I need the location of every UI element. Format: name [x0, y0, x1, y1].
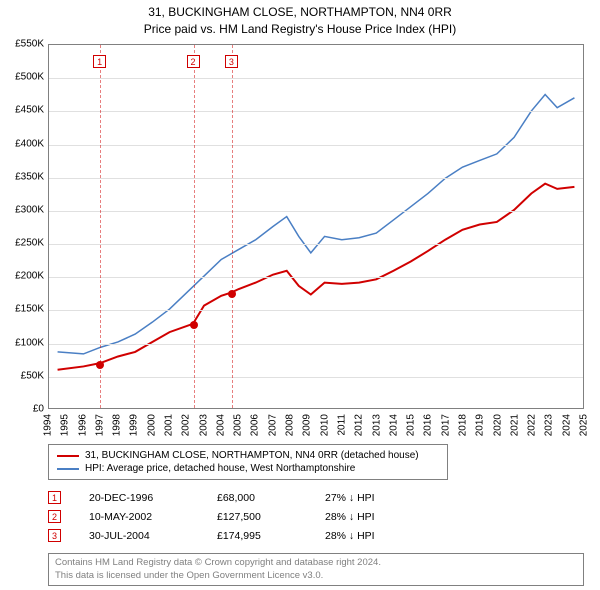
x-tick-label: 2019 [475, 414, 486, 436]
x-tick-label: 1994 [43, 414, 54, 436]
y-tick-label: £300K [15, 204, 44, 215]
y-tick-label: £150K [15, 304, 44, 315]
x-tick-label: 2012 [354, 414, 365, 436]
x-tick-label: 2014 [388, 414, 399, 436]
x-tick-label: 1995 [60, 414, 71, 436]
y-tick-label: £350K [15, 171, 44, 182]
sales-pct: 28% ↓ HPI [325, 511, 415, 523]
sales-date: 20-DEC-1996 [89, 492, 189, 504]
sales-date: 30-JUL-2004 [89, 530, 189, 542]
y-axis: £0£50K£100K£150K£200K£250K£300K£350K£400… [0, 44, 46, 409]
event-marker: 3 [48, 529, 61, 542]
x-tick-label: 2015 [406, 414, 417, 436]
x-tick-label: 2022 [527, 414, 538, 436]
x-tick-label: 2021 [509, 414, 520, 436]
x-tick-label: 2000 [146, 414, 157, 436]
gridline [49, 178, 583, 179]
y-tick-label: £200K [15, 271, 44, 282]
gridline [49, 111, 583, 112]
x-tick-label: 2024 [561, 414, 572, 436]
y-tick-label: £250K [15, 238, 44, 249]
footer-line1: Contains HM Land Registry data © Crown c… [55, 557, 577, 569]
gridline [49, 211, 583, 212]
legend-swatch [57, 468, 79, 470]
event-marker: 2 [48, 510, 61, 523]
legend-label: HPI: Average price, detached house, West… [85, 463, 355, 474]
x-tick-label: 2003 [198, 414, 209, 436]
x-tick-label: 1998 [112, 414, 123, 436]
y-tick-label: £50K [21, 370, 44, 381]
title-line2: Price paid vs. HM Land Registry's House … [0, 21, 600, 38]
event-line [232, 45, 233, 408]
x-tick-label: 2005 [233, 414, 244, 436]
x-tick-label: 1997 [94, 414, 105, 436]
x-tick-label: 2025 [579, 414, 590, 436]
x-tick-label: 2017 [440, 414, 451, 436]
x-tick-label: 2016 [423, 414, 434, 436]
x-tick-label: 2008 [285, 414, 296, 436]
y-tick-label: £450K [15, 105, 44, 116]
event-line [100, 45, 101, 408]
event-marker: 3 [225, 55, 238, 68]
gridline [49, 244, 583, 245]
plot-area: 1 2 3 [48, 44, 584, 409]
sales-pct: 27% ↓ HPI [325, 492, 415, 504]
x-tick-label: 2002 [181, 414, 192, 436]
legend-row: HPI: Average price, detached house, West… [57, 462, 439, 475]
sales-date: 10-MAY-2002 [89, 511, 189, 523]
title-line1: 31, BUCKINGHAM CLOSE, NORTHAMPTON, NN4 0… [0, 4, 600, 21]
legend: 31, BUCKINGHAM CLOSE, NORTHAMPTON, NN4 0… [48, 444, 448, 480]
event-marker: 1 [93, 55, 106, 68]
gridline [49, 377, 583, 378]
sales-row: 3 30-JUL-2004 £174,995 28% ↓ HPI [48, 526, 415, 545]
y-tick-label: £0 [33, 404, 44, 415]
event-marker: 1 [48, 491, 61, 504]
sales-row: 1 20-DEC-1996 £68,000 27% ↓ HPI [48, 488, 415, 507]
sales-table: 1 20-DEC-1996 £68,000 27% ↓ HPI 2 10-MAY-2002… [48, 488, 415, 545]
x-axis: 1994199519961997199819992000200120022003… [48, 410, 584, 440]
gridline [49, 344, 583, 345]
gridline [49, 145, 583, 146]
sale-dot [190, 321, 198, 329]
sales-pct: 28% ↓ HPI [325, 530, 415, 542]
x-tick-label: 2010 [319, 414, 330, 436]
legend-row: 31, BUCKINGHAM CLOSE, NORTHAMPTON, NN4 0… [57, 449, 439, 462]
y-tick-label: £550K [15, 39, 44, 50]
event-line [194, 45, 195, 408]
gridline [49, 310, 583, 311]
sales-price: £127,500 [217, 511, 297, 523]
sale-dot [228, 290, 236, 298]
y-tick-label: £100K [15, 337, 44, 348]
x-tick-label: 2018 [457, 414, 468, 436]
series-hpi [58, 95, 575, 354]
x-tick-label: 2013 [371, 414, 382, 436]
sales-price: £68,000 [217, 492, 297, 504]
footer: Contains HM Land Registry data © Crown c… [48, 553, 584, 586]
y-tick-label: £400K [15, 138, 44, 149]
x-tick-label: 2023 [544, 414, 555, 436]
x-tick-label: 2020 [492, 414, 503, 436]
gridline [49, 277, 583, 278]
legend-label: 31, BUCKINGHAM CLOSE, NORTHAMPTON, NN4 0… [85, 450, 419, 461]
sale-dot [96, 361, 104, 369]
sales-row: 2 10-MAY-2002 £127,500 28% ↓ HPI [48, 507, 415, 526]
x-tick-label: 2007 [267, 414, 278, 436]
x-tick-label: 1996 [77, 414, 88, 436]
sales-price: £174,995 [217, 530, 297, 542]
title-block: 31, BUCKINGHAM CLOSE, NORTHAMPTON, NN4 0… [0, 0, 600, 38]
footer-line2: This data is licensed under the Open Gov… [55, 570, 577, 582]
y-tick-label: £500K [15, 72, 44, 83]
x-tick-label: 2001 [164, 414, 175, 436]
line-paths [49, 45, 583, 408]
x-tick-label: 2011 [336, 414, 347, 436]
x-tick-label: 2004 [215, 414, 226, 436]
chart-container: 31, BUCKINGHAM CLOSE, NORTHAMPTON, NN4 0… [0, 0, 600, 590]
x-tick-label: 2009 [302, 414, 313, 436]
x-tick-label: 2006 [250, 414, 261, 436]
x-tick-label: 1999 [129, 414, 140, 436]
legend-swatch [57, 455, 79, 457]
gridline [49, 78, 583, 79]
event-marker: 2 [187, 55, 200, 68]
